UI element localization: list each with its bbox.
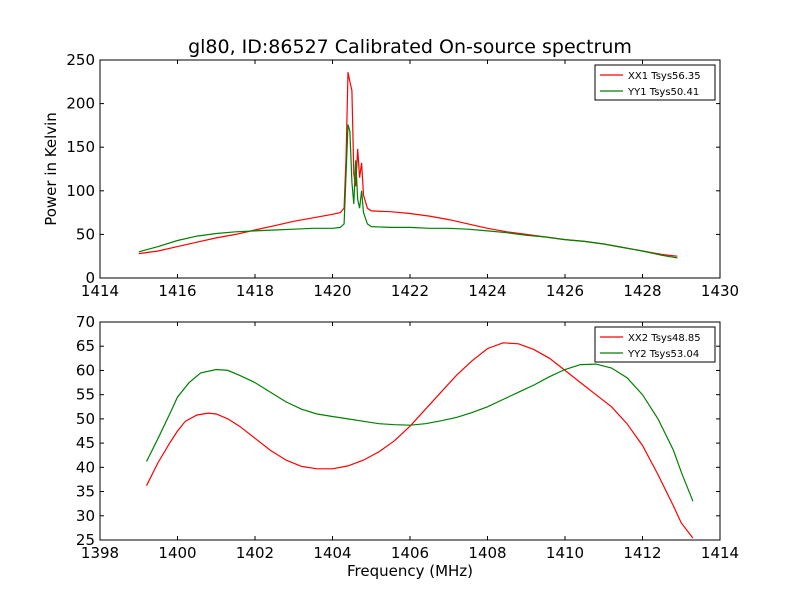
y-tick-label: 35: [76, 483, 95, 501]
y-tick-label: 45: [76, 434, 95, 452]
x-tick-label: 1406: [391, 544, 429, 562]
legend-entry: XX1 Tsys56.35: [628, 71, 701, 82]
legend-box: [594, 326, 716, 363]
y-tick-label: 200: [66, 95, 95, 113]
bottom-panel: 1398 1400 1402 1404 1406 1408 1410 1412 1414 25 30…: [76, 313, 739, 580]
y-tick-label: 60: [76, 361, 95, 379]
legend-entry: YY1 Tsys50.41: [627, 87, 699, 98]
x-tick-label: 1424: [468, 282, 506, 300]
y-tick-label: 250: [66, 51, 95, 69]
x-tick-label: 1414: [701, 544, 739, 562]
x-tick-label: 1412: [623, 544, 661, 562]
series-line-2-2: [145, 363, 694, 502]
x-tick-label: 1414: [81, 282, 119, 300]
x-tick-label: 1426: [546, 282, 584, 300]
y-tick-label: 30: [76, 507, 95, 525]
x-tick-label: 1428: [623, 282, 661, 300]
y-tick-label: 55: [76, 386, 95, 404]
x-tick-label: 1404: [313, 544, 351, 562]
series-line-2-1: [145, 342, 694, 539]
x-tick-label: 1402: [236, 544, 274, 562]
y-axis-label: Power in Kelvin: [42, 112, 60, 226]
x-tick-label: 1418: [236, 282, 274, 300]
x-tick-label: 1422: [391, 282, 429, 300]
legend-box: [594, 64, 716, 101]
x-tick-label: 1400: [158, 544, 196, 562]
x-tick-label: 1408: [468, 544, 506, 562]
legend-entry: XX2 Tsys48.85: [628, 333, 701, 344]
legend: XX2 Tsys48.85 YY2 Tsys53.04: [594, 326, 716, 363]
legend-entry: YY2 Tsys53.04: [627, 349, 699, 360]
x-tick-label: 1420: [313, 282, 351, 300]
x-tick-label: 1416: [158, 282, 196, 300]
figure-title: gl80, ID:86527 Calibrated On-source spec…: [188, 36, 632, 58]
y-tick-label: 150: [66, 138, 95, 156]
y-tick-label: 50: [76, 410, 95, 428]
x-axis-label: Frequency (MHz): [347, 562, 473, 580]
x-tick-label: 1410: [546, 544, 584, 562]
legend: XX1 Tsys56.35 YY1 Tsys50.41: [594, 64, 716, 101]
y-tick-label: 50: [76, 225, 95, 243]
x-tick-label: 1430: [701, 282, 739, 300]
top-panel: 1414 1416 1418 1420 1422 1424 1426 1428 1430 0 50 1…: [42, 51, 739, 300]
series-line-1-2: [138, 124, 678, 259]
y-tick-label: 100: [66, 182, 95, 200]
y-tick-label: 25: [76, 531, 95, 549]
x-tick-label: 1398: [81, 544, 119, 562]
y-tick-label: 40: [76, 458, 95, 476]
y-tick-label: 0: [85, 269, 95, 287]
y-tick-label: 70: [76, 313, 95, 331]
y-tick-label: 65: [76, 337, 95, 355]
